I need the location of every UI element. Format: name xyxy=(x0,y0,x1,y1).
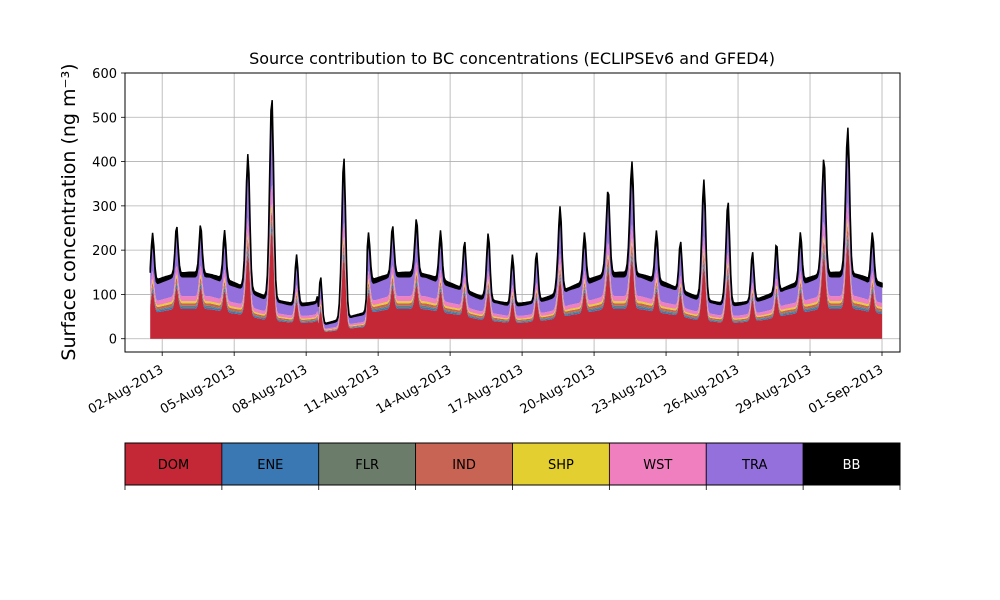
legend-swatch-ind xyxy=(415,442,513,486)
legend: DOM ENE FLR IND SHP WST TRA BB xyxy=(124,442,901,490)
y-tick-label: 400 xyxy=(92,156,117,171)
legend-label-bb: BB xyxy=(843,458,861,473)
plot-frame xyxy=(124,72,901,353)
legend-swatch-wst xyxy=(608,442,707,486)
y-tick-label: 0 xyxy=(109,333,117,348)
legend-swatch-tra xyxy=(705,442,804,486)
legend-label-tra: TRA xyxy=(741,458,767,473)
legend-label-ind: IND xyxy=(452,458,476,473)
legend-label-flr: FLR xyxy=(355,458,379,473)
legend-label-dom: DOM xyxy=(158,458,189,473)
area-bb xyxy=(149,100,883,325)
legend-swatch-flr xyxy=(318,442,417,486)
legend-swatch-shp xyxy=(512,442,610,486)
y-tick-label: 200 xyxy=(92,244,117,259)
legend-swatch-dom xyxy=(124,442,223,486)
y-axis-label: Surface concentration (ng m⁻³) xyxy=(58,63,80,360)
stacked-areas xyxy=(149,100,883,339)
y-tick-label: 600 xyxy=(92,67,117,82)
y-tick-label: 500 xyxy=(92,111,117,126)
chart-title: Source contribution to BC concentrations… xyxy=(249,49,775,68)
area-dom xyxy=(150,231,882,339)
y-tick-label: 100 xyxy=(92,288,117,303)
y-tick-label: 300 xyxy=(92,200,117,215)
legend-label-ene: ENE xyxy=(257,458,283,473)
legend-label-wst: WST xyxy=(643,458,672,473)
legend-label-shp: SHP xyxy=(548,458,574,473)
